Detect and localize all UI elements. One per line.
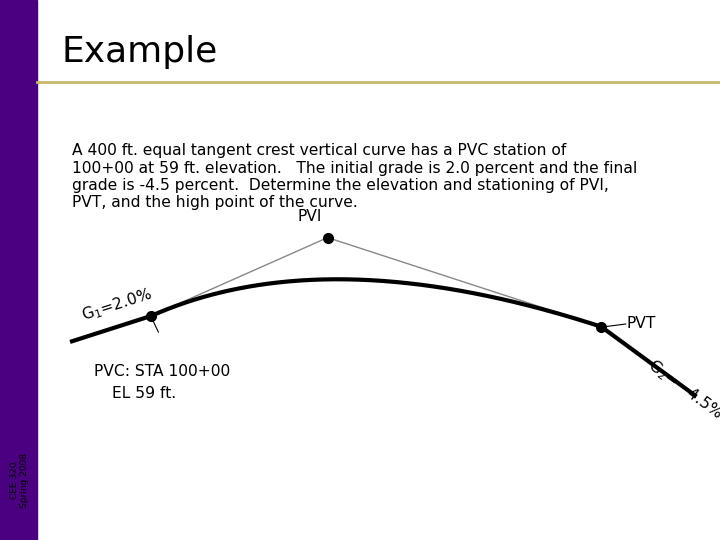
Text: G$_1$=2.0%: G$_1$=2.0% <box>79 285 155 325</box>
Text: PVT: PVT <box>626 316 656 332</box>
Text: CEE 320
Spring 2008: CEE 320 Spring 2008 <box>10 453 29 508</box>
Text: PVC: STA 100+00: PVC: STA 100+00 <box>94 364 230 380</box>
Text: EL 59 ft.: EL 59 ft. <box>112 386 176 401</box>
Text: PVI: PVI <box>297 209 322 224</box>
Text: G$_2$= - 4.5%: G$_2$= - 4.5% <box>644 356 720 424</box>
Text: A 400 ft. equal tangent crest vertical curve has a PVC station of
100+00 at 59 f: A 400 ft. equal tangent crest vertical c… <box>72 143 637 210</box>
Text: Example: Example <box>61 35 217 69</box>
